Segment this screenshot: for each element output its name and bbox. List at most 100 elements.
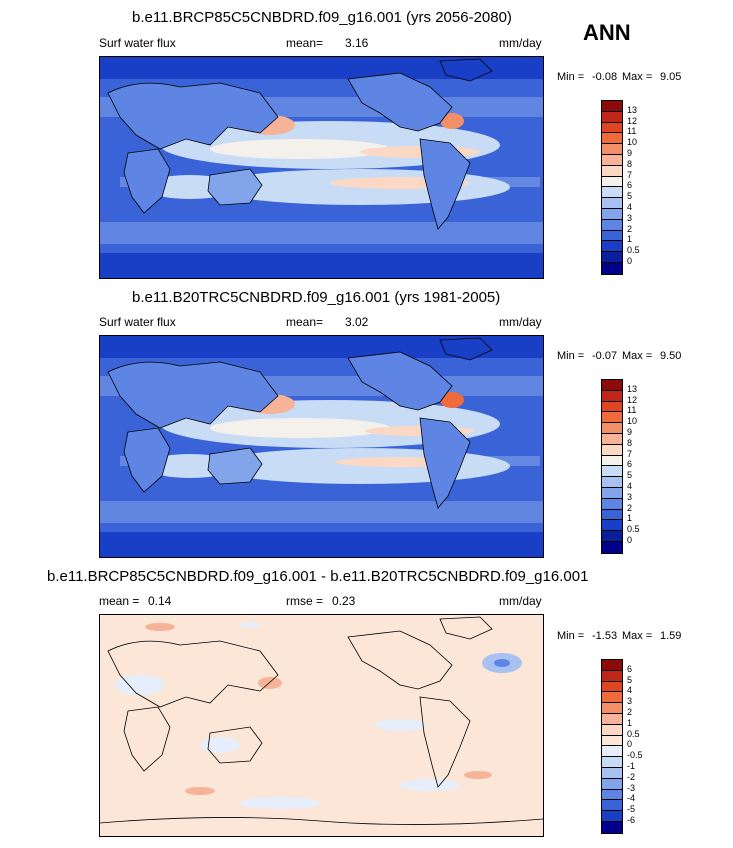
colorbar-swatch (602, 176, 622, 188)
panel1-colorbar (601, 100, 623, 275)
colorbar-swatch (602, 165, 622, 177)
colorbar-tick-label: 5 (627, 674, 633, 685)
colorbar-tick-label: 0.5 (627, 728, 640, 739)
colorbar-swatch (602, 541, 622, 553)
colorbar-swatch (602, 401, 622, 413)
colorbar-swatch (602, 230, 622, 242)
panel3-rmse-label: rmse = (286, 594, 324, 608)
colorbar-tick-label: 4 (627, 202, 633, 212)
panel2-max-value: 9.50 (660, 350, 682, 362)
panel1-mean-value: 3.16 (345, 36, 369, 50)
colorbar-tick-label: -0.5 (627, 750, 643, 761)
colorbar-tick-label: 4 (627, 481, 633, 491)
colorbar-swatch (602, 380, 622, 391)
colorbar-swatch (602, 262, 622, 274)
colorbar-swatch (602, 767, 622, 779)
colorbar-tick-label: 0 (627, 256, 633, 266)
panel2-map (99, 335, 544, 558)
colorbar-swatch (602, 681, 622, 693)
colorbar-tick-label: 5 (627, 470, 633, 481)
colorbar-tick-label: 2 (627, 502, 633, 513)
colorbar-tick-label: -2 (627, 771, 636, 782)
colorbar-tick-label: 3 (627, 212, 633, 223)
colorbar-tick-label: 6 (627, 459, 633, 470)
colorbar-tick-label: -6 (627, 815, 636, 825)
panel3-map (99, 614, 544, 837)
panel3-max-value: 1.59 (660, 630, 682, 642)
panel3-units: mm/day (499, 594, 542, 608)
panel3-min-value: -1.53 (592, 630, 618, 642)
colorbar-tick-label: -3 (627, 782, 636, 793)
colorbar-tick-label: 3 (627, 491, 633, 502)
colorbar-tick-label: 9 (627, 148, 633, 158)
colorbar-swatch (602, 433, 622, 445)
colorbar-tick-label: 5 (627, 191, 633, 202)
panel3-max-label: Max = (622, 630, 653, 642)
colorbar-tick-label: 13 (627, 383, 638, 394)
panel1-title: b.e11.BRCP85C5CNBDRD.f09_g16.001 (yrs 20… (132, 9, 512, 26)
colorbar-swatch (602, 800, 622, 812)
colorbar-tick-label: 11 (627, 126, 637, 137)
panel1-max-label: Max = (622, 71, 653, 83)
colorbar-tick-label: 3 (627, 696, 633, 707)
panel2-min-value: -0.07 (592, 350, 618, 362)
colorbar-swatch (602, 811, 622, 822)
panel1-map (99, 56, 544, 279)
panel3-min-label: Min = (557, 630, 585, 642)
panel2-units: mm/day (499, 315, 542, 329)
colorbar-tick-label: 6 (627, 663, 633, 674)
colorbar-swatch (602, 670, 622, 682)
colorbar-swatch (602, 789, 622, 801)
colorbar-swatch (602, 219, 622, 231)
colorbar-swatch (602, 735, 622, 747)
colorbar-swatch (602, 724, 622, 736)
colorbar-swatch (602, 455, 622, 467)
colorbar-swatch (602, 746, 622, 758)
colorbar-tick-label: -4 (627, 793, 636, 804)
colorbar-tick-label: 8 (627, 437, 633, 448)
colorbar-swatch (602, 122, 622, 134)
panel3-mean-value: 0.14 (148, 594, 172, 608)
colorbar-swatch (602, 444, 622, 456)
colorbar-tick-label: 2 (627, 223, 633, 234)
colorbar-swatch (602, 252, 622, 263)
panel1-max-value: 9.05 (660, 71, 682, 83)
colorbar-tick-label: 0 (627, 739, 633, 750)
colorbar-tick-label: 7 (627, 448, 633, 459)
colorbar-swatch (602, 241, 622, 253)
colorbar-swatch (602, 187, 622, 199)
colorbar-tick-label: -1 (627, 761, 636, 771)
colorbar-swatch (602, 531, 622, 542)
panel2-min-label: Min = (557, 350, 585, 362)
colorbar-tick-label: 0.5 (627, 245, 640, 256)
colorbar-swatch (602, 466, 622, 478)
panel1-min-label: Min = (557, 71, 585, 83)
panel3-colorbar (601, 659, 623, 834)
colorbar-tick-label: 4 (627, 685, 633, 696)
panel2-colorbar (601, 379, 623, 554)
panel2-max-label: Max = (622, 350, 653, 362)
colorbar-swatch (602, 208, 622, 220)
colorbar-tick-label: 9 (627, 427, 633, 437)
colorbar-swatch (602, 757, 622, 768)
colorbar-swatch (602, 144, 622, 155)
panel2-title: b.e11.B20TRC5CNBDRD.f09_g16.001 (yrs 198… (132, 289, 501, 306)
colorbar-swatch (602, 520, 622, 532)
colorbar-swatch (602, 713, 622, 725)
colorbar-swatch (602, 498, 622, 510)
panel3-rmse-value: 0.23 (332, 594, 356, 608)
colorbar-tick-label: 12 (627, 115, 638, 126)
colorbar-swatch (602, 477, 622, 488)
colorbar-swatch (602, 390, 622, 402)
colorbar-tick-label: 11 (627, 405, 637, 416)
colorbar-swatch (602, 154, 622, 166)
colorbar-tick-label: 10 (627, 416, 638, 427)
colorbar-swatch (602, 703, 622, 714)
colorbar-tick-label: -5 (627, 804, 636, 815)
panel2-mean-value: 3.02 (345, 315, 369, 329)
colorbar-tick-label: 2 (627, 707, 633, 717)
colorbar-swatch (602, 660, 622, 671)
panel3-title: b.e11.BRCP85C5CNBDRD.f09_g16.001 - b.e11… (47, 568, 589, 585)
colorbar-swatch (602, 133, 622, 145)
panel1-mean-label: mean= (286, 36, 324, 50)
